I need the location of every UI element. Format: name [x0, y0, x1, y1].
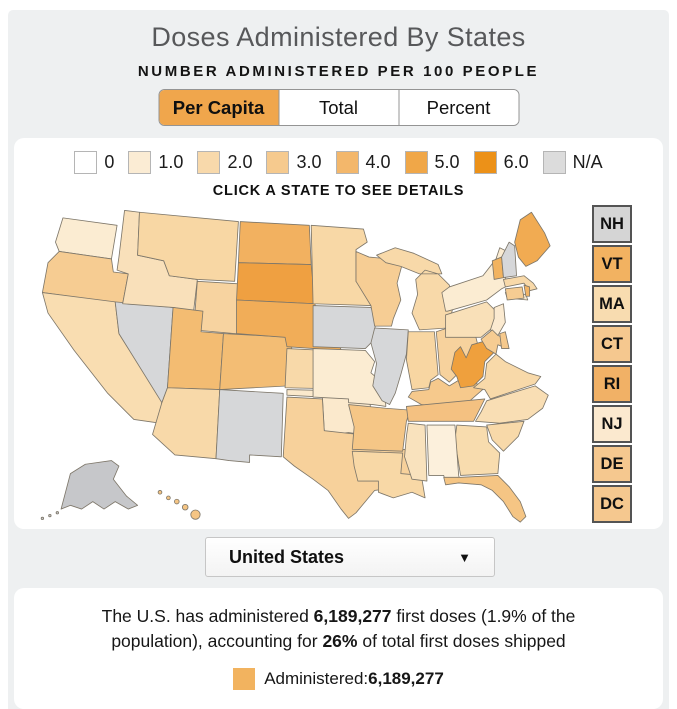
- state-nh[interactable]: [501, 241, 517, 279]
- legend-label: 5.0: [434, 152, 460, 172]
- region-select-value: United States: [229, 546, 345, 567]
- state-hi[interactable]: [166, 495, 171, 501]
- state-sc[interactable]: [486, 420, 525, 452]
- view-tab-group: Per Capita Total Percent: [158, 89, 519, 126]
- summary-segment: The U.S. has administered: [101, 606, 314, 626]
- side-state-nh[interactable]: NH: [592, 205, 632, 243]
- side-state-vt[interactable]: VT: [592, 245, 632, 283]
- legend-item: 5.0: [404, 151, 460, 174]
- legend-item: 1.0: [128, 151, 183, 174]
- legend-swatch: [74, 151, 98, 174]
- state-nc[interactable]: [475, 385, 549, 424]
- administered-row: Administered: 6,189,277: [14, 667, 663, 690]
- side-state-nj[interactable]: NJ: [592, 405, 632, 443]
- state-la[interactable]: [351, 450, 426, 499]
- state-in[interactable]: [405, 331, 439, 391]
- page-subtitle: NUMBER ADMINISTERED PER 100 PEOPLE: [137, 63, 540, 80]
- state-co[interactable]: [219, 333, 293, 391]
- summary-shipped-pct: 26%: [322, 631, 358, 652]
- legend-item: 4.0: [335, 151, 391, 174]
- state-ak[interactable]: [55, 511, 59, 515]
- state-va[interactable]: [473, 353, 542, 400]
- map-caption: CLICK A STATE TO SEE DETAILS: [212, 183, 465, 199]
- state-ms[interactable]: [404, 422, 428, 482]
- state-hi[interactable]: [190, 509, 201, 520]
- state-ak[interactable]: [48, 513, 52, 518]
- tab-percent[interactable]: Percent: [398, 90, 518, 125]
- chevron-down-icon: ▼: [458, 549, 471, 565]
- color-legend: 0 1.0 2.0 3.0 4.0 5.0 6.0 N/A: [14, 138, 663, 174]
- administered-value: 6,189,277: [368, 668, 444, 688]
- state-wa[interactable]: [55, 217, 118, 260]
- state-de[interactable]: [499, 331, 510, 349]
- legend-swatch: [266, 151, 290, 174]
- legend-item: 3.0: [266, 151, 322, 174]
- legend-label: 0: [104, 152, 115, 172]
- region-select[interactable]: United States ▼: [205, 537, 495, 577]
- state-ri[interactable]: [523, 284, 531, 297]
- tab-total[interactable]: Total: [278, 90, 398, 125]
- map-area: NH VT MA CT RI NJ DE DC: [14, 199, 663, 525]
- side-state-dc[interactable]: DC: [592, 485, 632, 523]
- state-hi[interactable]: [181, 503, 189, 511]
- state-ak[interactable]: [60, 460, 139, 510]
- state-hi[interactable]: [157, 489, 163, 495]
- legend-label: N/A: [572, 152, 603, 172]
- us-choropleth-map: [40, 209, 551, 523]
- legend-label: 1.0: [158, 152, 184, 172]
- legend-label: 3.0: [296, 152, 322, 172]
- state-ct[interactable]: [504, 286, 525, 301]
- summary-text: The U.S. has administered 6,189,277 firs…: [66, 588, 611, 655]
- summary-segment: of total first doses shipped: [357, 631, 566, 652]
- state-fl[interactable]: [443, 475, 527, 523]
- legend-swatch: [335, 151, 359, 174]
- legend-swatch: [542, 151, 566, 174]
- side-state-de[interactable]: DE: [592, 445, 632, 483]
- tab-per-capita[interactable]: Per Capita: [159, 90, 278, 125]
- administered-label: Administered:: [264, 668, 369, 688]
- side-state-ct[interactable]: CT: [592, 325, 632, 363]
- state-me[interactable]: [514, 211, 551, 267]
- summary-doses-value: 6,189,277: [313, 606, 392, 626]
- small-states-panel: NH VT MA CT RI NJ DE DC: [592, 205, 632, 525]
- legend-item: N/A: [542, 151, 603, 174]
- legend-label: 2.0: [227, 152, 253, 172]
- page-title: Doses Administered By States: [151, 22, 526, 52]
- state-mo[interactable]: [312, 348, 387, 407]
- state-ia[interactable]: [312, 305, 377, 349]
- side-state-ri[interactable]: RI: [592, 365, 632, 403]
- state-hi[interactable]: [174, 498, 180, 505]
- state-nm[interactable]: [215, 389, 284, 463]
- state-sd[interactable]: [236, 262, 316, 305]
- state-tn[interactable]: [405, 398, 486, 422]
- legend-swatch: [128, 151, 152, 174]
- legend-item: 2.0: [197, 151, 252, 174]
- legend-item: 0: [74, 151, 114, 174]
- state-nd[interactable]: [237, 221, 312, 265]
- legend-swatch: [473, 151, 497, 174]
- map-card: 0 1.0 2.0 3.0 4.0 5.0 6.0 N/A CLICK A ST…: [14, 138, 663, 529]
- summary-card: The U.S. has administered 6,189,277 firs…: [14, 588, 663, 709]
- legend-label: 4.0: [365, 152, 391, 172]
- legend-swatch: [404, 151, 428, 174]
- summary-segment: first doses (1.9% of the population), ac…: [111, 606, 576, 652]
- side-state-ma[interactable]: MA: [592, 285, 632, 323]
- state-mt[interactable]: [137, 211, 239, 282]
- legend-swatch: [197, 151, 221, 174]
- state-ak[interactable]: [40, 516, 45, 521]
- legend-item: 6.0: [473, 151, 529, 174]
- state-ar[interactable]: [348, 404, 411, 452]
- administered-swatch: [233, 667, 256, 690]
- legend-label: 6.0: [503, 152, 529, 172]
- state-al[interactable]: [426, 424, 461, 484]
